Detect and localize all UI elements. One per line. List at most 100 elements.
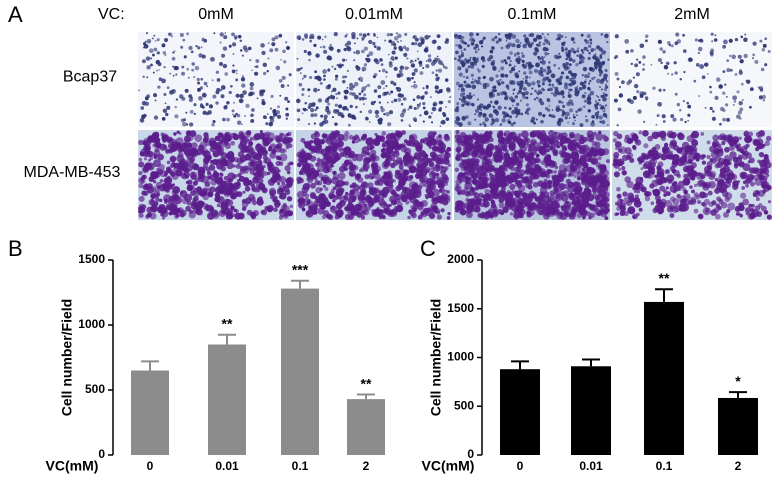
cell — [221, 94, 225, 98]
cell — [462, 36, 465, 39]
cell — [390, 90, 393, 93]
cell — [712, 110, 715, 113]
cell — [390, 33, 393, 36]
cell — [430, 96, 432, 98]
cell — [549, 105, 551, 107]
cell — [193, 181, 198, 186]
cell — [197, 46, 200, 49]
cell — [514, 54, 516, 56]
cell — [432, 107, 437, 112]
cell — [385, 140, 390, 145]
cell — [279, 161, 283, 165]
cell — [617, 78, 620, 81]
cell — [521, 131, 529, 139]
bar — [500, 369, 540, 455]
cell — [407, 77, 412, 82]
cell — [562, 63, 566, 67]
cell — [197, 78, 200, 81]
cell — [181, 72, 185, 76]
cell — [707, 73, 709, 75]
cell — [694, 184, 697, 187]
cell — [157, 51, 160, 54]
cell — [189, 122, 193, 126]
cell — [445, 78, 448, 81]
cell — [514, 150, 519, 155]
cell — [632, 187, 635, 190]
cell — [237, 120, 241, 124]
cell — [232, 109, 235, 112]
cell — [368, 109, 372, 113]
cell — [711, 200, 716, 205]
cell — [337, 49, 341, 53]
cell — [375, 110, 379, 114]
cell — [587, 96, 592, 101]
cell — [459, 162, 465, 168]
cell — [485, 119, 487, 121]
cell — [387, 175, 393, 181]
cell — [164, 38, 168, 42]
cell — [161, 135, 168, 142]
cell — [479, 133, 484, 138]
cell — [370, 147, 373, 150]
cell — [429, 213, 435, 219]
cell — [681, 147, 684, 150]
cell — [207, 171, 211, 175]
cell — [528, 43, 532, 47]
cell — [556, 107, 561, 112]
cell — [723, 70, 726, 73]
cell — [153, 35, 155, 37]
cell — [596, 117, 599, 120]
cell — [398, 93, 402, 97]
cell — [527, 107, 531, 111]
cell — [721, 135, 727, 141]
cell — [441, 63, 444, 66]
cell — [565, 116, 568, 119]
cell — [739, 101, 743, 105]
cell — [607, 59, 609, 61]
cell — [456, 107, 458, 109]
cell — [715, 163, 720, 168]
cell — [307, 200, 314, 207]
cell — [564, 66, 568, 70]
cell — [695, 38, 698, 41]
cell — [391, 190, 397, 196]
cell — [160, 179, 164, 183]
cell — [315, 187, 321, 193]
cell — [667, 179, 672, 184]
cell — [402, 110, 406, 114]
cell — [440, 101, 443, 104]
cell — [211, 145, 216, 150]
cell — [493, 211, 499, 217]
cell — [142, 184, 147, 189]
cell — [149, 176, 155, 182]
cell — [624, 39, 629, 44]
cell — [571, 145, 577, 151]
cell — [417, 58, 419, 60]
cell — [530, 131, 536, 137]
cell — [740, 59, 744, 63]
cell — [588, 109, 591, 112]
cell — [173, 195, 177, 199]
cell — [671, 44, 674, 47]
cell — [589, 67, 593, 71]
cell — [330, 164, 334, 168]
cell — [337, 92, 340, 95]
cell — [471, 74, 474, 77]
y-tick-label: 2000 — [447, 252, 474, 266]
cell — [666, 186, 669, 189]
cell — [308, 103, 313, 108]
cell — [582, 74, 584, 76]
cell — [540, 101, 544, 105]
cell — [342, 59, 345, 62]
cell — [462, 41, 465, 44]
cell — [241, 123, 243, 125]
cell — [236, 182, 240, 186]
cell — [584, 39, 587, 42]
cell — [186, 32, 189, 35]
column-label: 0mM — [198, 6, 234, 23]
cell — [475, 50, 478, 53]
cell — [596, 102, 599, 105]
cell — [441, 208, 445, 212]
cell — [519, 205, 524, 210]
cell — [256, 65, 259, 68]
